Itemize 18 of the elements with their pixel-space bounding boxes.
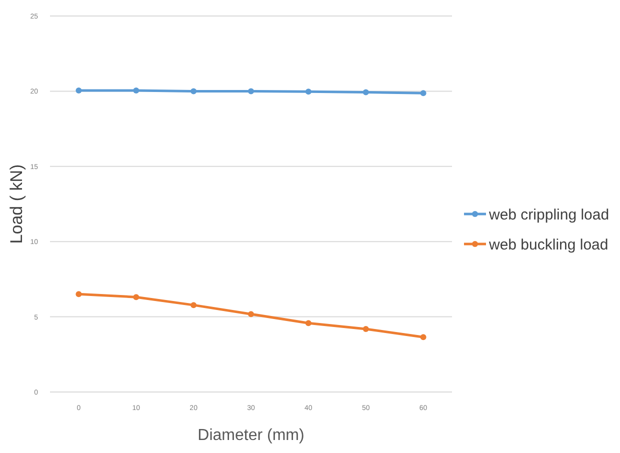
point [420,334,426,340]
point [305,320,312,326]
point [133,294,140,300]
x-axis-title: Diameter (mm) [198,427,304,444]
y-axis-title: Load ( kN) [7,164,26,244]
point [190,88,197,94]
point [248,311,254,318]
point [133,87,140,94]
legend-label: web crippling load [488,206,610,224]
point [190,302,197,308]
point [362,89,369,96]
point [76,87,82,94]
point [420,90,426,96]
point [362,326,369,332]
point [76,291,82,298]
point [248,88,254,94]
legend-label: web buckling load [488,236,608,254]
point [305,88,312,95]
